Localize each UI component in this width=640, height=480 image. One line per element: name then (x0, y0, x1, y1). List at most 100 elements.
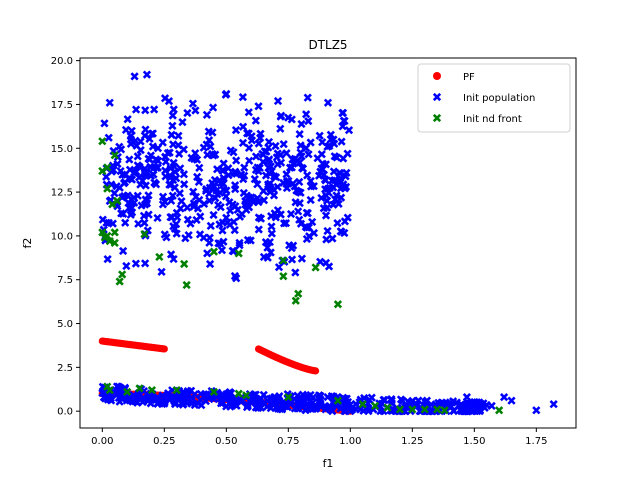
data-point (139, 211, 149, 220)
data-point (205, 259, 215, 269)
data-point (187, 153, 196, 163)
y-tick-label: 15.0 (51, 144, 73, 155)
data-point (142, 196, 151, 205)
data-point (329, 167, 338, 176)
data-point (286, 209, 296, 219)
data-point (136, 146, 145, 155)
data-point (475, 398, 484, 407)
data-point (209, 210, 218, 220)
y-tick-label: 17.5 (51, 100, 73, 111)
data-point (150, 178, 159, 187)
data-point (155, 252, 164, 262)
data-point (172, 386, 181, 395)
data-point (206, 221, 215, 231)
data-point (98, 166, 107, 176)
data-point (321, 258, 331, 267)
data-point (147, 386, 157, 395)
data-point (122, 261, 131, 271)
data-point (273, 96, 283, 106)
data-point (269, 185, 278, 194)
data-point (189, 187, 198, 196)
data-point (235, 395, 245, 404)
legend-marker-init-population (432, 92, 442, 102)
data-point (302, 223, 311, 232)
data-point (279, 140, 288, 149)
data-point (244, 108, 253, 117)
data-point (226, 206, 235, 215)
data-point (312, 367, 320, 375)
data-point (110, 238, 119, 248)
data-point (328, 407, 337, 416)
data-point (344, 126, 354, 135)
y-tick-label: 2.5 (57, 363, 73, 374)
data-point (329, 200, 338, 209)
data-point (282, 170, 291, 179)
data-point (319, 204, 328, 213)
data-point (303, 209, 312, 218)
data-point (265, 155, 274, 164)
data-point (105, 237, 114, 246)
data-point (205, 196, 214, 205)
data-point (166, 173, 175, 182)
data-point (358, 400, 367, 409)
data-point (182, 280, 191, 290)
data-point (214, 239, 223, 248)
data-point (532, 406, 541, 415)
data-point (267, 212, 276, 221)
data-point (180, 259, 189, 269)
data-point (336, 193, 346, 202)
data-point (118, 246, 128, 256)
data-point (321, 211, 331, 220)
data-point (170, 224, 180, 233)
data-point (338, 122, 347, 131)
legend-label-pf: PF (463, 72, 475, 83)
data-point (219, 179, 228, 188)
data-point (302, 234, 312, 244)
legend-marker-init-nd-front (432, 113, 442, 123)
data-point (234, 389, 243, 398)
data-point (130, 198, 139, 207)
data-point (115, 383, 124, 392)
data-point (231, 184, 240, 194)
data-point (254, 198, 263, 207)
data-point (379, 395, 388, 404)
data-point (336, 177, 345, 186)
data-point (193, 172, 202, 182)
data-point (292, 186, 301, 195)
data-point (173, 391, 183, 400)
data-point (499, 393, 509, 402)
data-point (103, 231, 112, 241)
series-init-nd-front (98, 137, 504, 415)
data-point (153, 213, 162, 223)
data-point (254, 213, 263, 222)
data-point (224, 388, 233, 398)
data-point (199, 199, 209, 209)
data-point (177, 197, 186, 206)
data-point (231, 126, 241, 135)
data-point (195, 163, 204, 172)
data-point (291, 296, 300, 305)
data-point (276, 124, 285, 133)
data-point (224, 171, 233, 180)
data-point (333, 396, 343, 405)
data-point (549, 400, 558, 409)
data-point (395, 405, 405, 414)
legend-x-marker (432, 92, 442, 102)
x-tick-label: 0.00 (91, 436, 113, 447)
data-point (273, 160, 282, 169)
data-point (449, 407, 458, 416)
data-point (225, 394, 234, 404)
legend-marker-pf (433, 72, 441, 80)
data-point (254, 102, 263, 111)
data-point (188, 99, 198, 108)
data-point (205, 238, 214, 247)
data-point (105, 98, 114, 107)
data-point (247, 392, 256, 401)
data-point (256, 133, 265, 142)
data-point (196, 212, 205, 221)
data-point (110, 151, 119, 160)
data-point (304, 150, 313, 159)
data-point (297, 163, 307, 173)
data-point (343, 213, 352, 222)
